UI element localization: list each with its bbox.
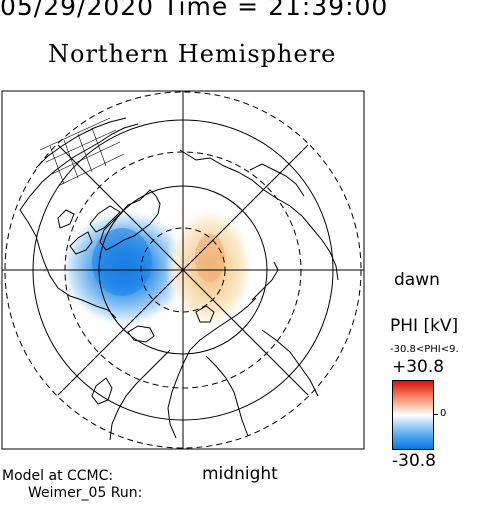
run-label: Weimer_05 Run: [28, 485, 143, 501]
colorbar-zero-tick [434, 414, 438, 415]
datetime-label: 05/29/2020 Time = 21:39:00 [0, 0, 389, 21]
graticule-detail [39, 117, 125, 187]
negative-potential-cell-core [92, 228, 152, 296]
colorbar-zero-label: 0 [440, 408, 447, 419]
polar-map [1, 90, 365, 450]
legend-range-text: -30.8<PHI<9. [390, 345, 459, 355]
hemisphere-title: Northern Hemisphere [48, 40, 337, 68]
colorbar-min-label: -30.8 [392, 451, 436, 471]
legend-quantity: PHI [kV] [390, 316, 459, 336]
model-label: Model at CCMC: [2, 468, 114, 484]
dawn-label: dawn [394, 270, 440, 290]
meridian-diagonal-2 [57, 144, 309, 396]
midnight-label: midnight [202, 464, 278, 484]
positive-potential-cell-core [195, 234, 225, 282]
colorbar [392, 380, 434, 450]
coastlines [19, 117, 339, 441]
colorbar-max-label: +30.8 [392, 357, 445, 377]
plot-frame [1, 90, 365, 450]
